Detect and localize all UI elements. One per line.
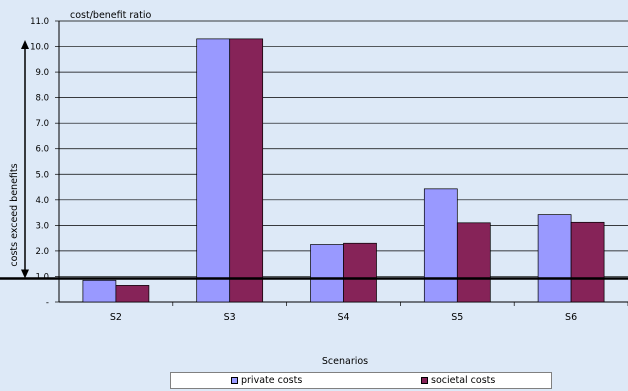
x-axis-label: Scenarios [322, 356, 368, 367]
annotation-arrow-head-down [21, 269, 29, 279]
y-tick-label: 3.0 [35, 221, 49, 231]
legend-swatch-societal [421, 377, 428, 384]
bar-s3-societal [229, 38, 264, 303]
y-tick-label: 4.0 [35, 196, 49, 206]
bar-s4-societal [343, 242, 377, 303]
y-axis-label: cost/benefit ratio [70, 10, 151, 21]
bar-s5-societal [456, 222, 491, 303]
x-tick-label: S2 [110, 312, 122, 323]
y-tick-label: 9.0 [35, 68, 49, 78]
y-tick-label: 11.0 [30, 17, 49, 27]
x-tick-label: S5 [451, 312, 463, 323]
legend-swatch-private [231, 377, 238, 384]
legend: private costs societal costs [170, 372, 552, 389]
y-tick-label: 8.0 [35, 94, 49, 104]
bar-s5-private [423, 188, 458, 303]
y-tick-label: 2.0 [35, 247, 49, 257]
legend-label-private: private costs [241, 375, 303, 386]
x-tick-label: S6 [565, 312, 577, 323]
y-tick-label: 10.0 [30, 43, 49, 53]
bar-s2-private [82, 279, 117, 303]
annotation-label: costs exceed benefits [9, 163, 20, 266]
legend-item-societal: societal costs [421, 375, 495, 386]
bar-s6-private [537, 214, 572, 303]
y-tick-label: 7.0 [35, 119, 49, 129]
legend-label-societal: societal costs [431, 375, 496, 386]
x-tick-label: S4 [337, 312, 349, 323]
bar-s6-societal [570, 221, 605, 303]
annotation-arrow-head-up [21, 40, 29, 49]
bar-s4-private [310, 244, 344, 303]
y-tick-label: 6.0 [35, 145, 49, 155]
y-tick-label: 5.0 [35, 170, 49, 180]
x-tick-label: S3 [224, 312, 236, 323]
bar-s2-societal [115, 285, 150, 303]
bar-s3-private [196, 38, 231, 303]
legend-item-private: private costs [231, 375, 302, 386]
y-tick-label: - [46, 298, 49, 308]
